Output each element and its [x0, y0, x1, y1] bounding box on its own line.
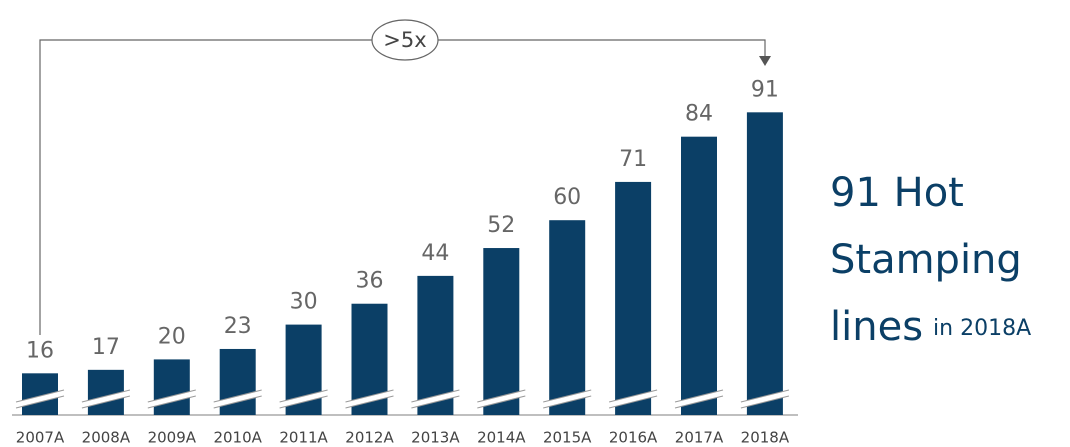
side-text: lines in 2018A [830, 304, 1031, 350]
x-tick-label: 2011A [279, 429, 328, 447]
axis-break-stroke [279, 395, 328, 409]
axis-break-stroke [740, 395, 790, 409]
axis-break [480, 391, 523, 407]
axis-break-stroke [674, 395, 724, 409]
axis-break [414, 391, 457, 407]
axis-break [84, 391, 127, 407]
axis-break-stroke [213, 389, 262, 403]
axis-break-stroke [411, 389, 460, 403]
axis-break-stroke [15, 395, 65, 409]
bar [87, 369, 124, 415]
bar [549, 220, 586, 415]
side-text: Stamping [830, 237, 1022, 283]
axis-break-stroke [345, 389, 394, 403]
axis-break [678, 391, 720, 407]
bracket-line [39, 39, 766, 335]
axis-break [19, 391, 61, 407]
axis-break [743, 391, 786, 407]
axis-break-stroke [477, 395, 526, 409]
value-label: 30 [290, 290, 318, 315]
axis-break [612, 391, 655, 407]
bar [746, 112, 783, 415]
axis-break-stroke [345, 395, 394, 409]
bar [483, 248, 520, 415]
axis-break [150, 391, 193, 407]
axis-break-stroke [15, 389, 65, 403]
value-label: 36 [356, 269, 384, 294]
axis-break-stroke [81, 389, 131, 403]
axis-break-stroke [147, 389, 196, 403]
axis-break-stroke [279, 389, 328, 403]
value-label: 84 [685, 102, 713, 127]
bar [681, 136, 717, 415]
x-tick-label: 2017A [675, 429, 724, 447]
x-tick-label: 2010A [213, 429, 262, 447]
axis-break-stroke [543, 395, 592, 409]
axis-break-stroke [740, 389, 790, 403]
axis-break-stroke [543, 389, 592, 403]
value-label: 60 [553, 185, 581, 210]
bar [615, 181, 652, 415]
axis-break-stroke [477, 389, 526, 403]
side-text: 91 Hot [830, 170, 964, 216]
x-tick-label: 2016A [609, 429, 658, 447]
axis-break-stroke [608, 389, 658, 403]
axis-break [348, 391, 391, 407]
x-tick-label: 2014A [477, 429, 526, 447]
axis-break [546, 391, 589, 407]
x-tick-label: 2015A [543, 429, 592, 447]
x-tick-label: 2012A [345, 429, 394, 447]
value-label: 71 [619, 147, 647, 172]
axis-break [282, 391, 325, 407]
value-label: 17 [92, 335, 120, 360]
bar [417, 275, 454, 415]
side-text-suffix: in 2018A [933, 316, 1031, 341]
axis-break-stroke [608, 395, 658, 409]
axis-break [216, 391, 259, 407]
axis-break-stroke [674, 389, 724, 403]
axis-break-stroke [213, 395, 262, 409]
value-label: 16 [26, 338, 54, 363]
x-tick-label: 2009A [148, 429, 197, 447]
x-tick-label: 2018A [741, 429, 790, 447]
bracket-arrow [759, 56, 771, 66]
axis-break-stroke [81, 395, 131, 409]
axis-break-stroke [411, 395, 460, 409]
value-label: 52 [487, 213, 515, 238]
bar [153, 359, 190, 415]
growth-bracket: >5x [39, 19, 771, 335]
value-label: 20 [158, 324, 186, 349]
x-tick-label: 2007A [16, 429, 65, 447]
x-tick-label: 2013A [411, 429, 460, 447]
axis-break-stroke [147, 395, 196, 409]
value-label: 23 [224, 314, 252, 339]
value-label: 44 [421, 241, 449, 266]
side-text: lines [830, 304, 923, 350]
x-tick-label: 2008A [82, 429, 131, 447]
annotation-ellipse [371, 19, 439, 61]
annotation: >5x [383, 28, 426, 52]
value-label: 91 [751, 77, 779, 102]
